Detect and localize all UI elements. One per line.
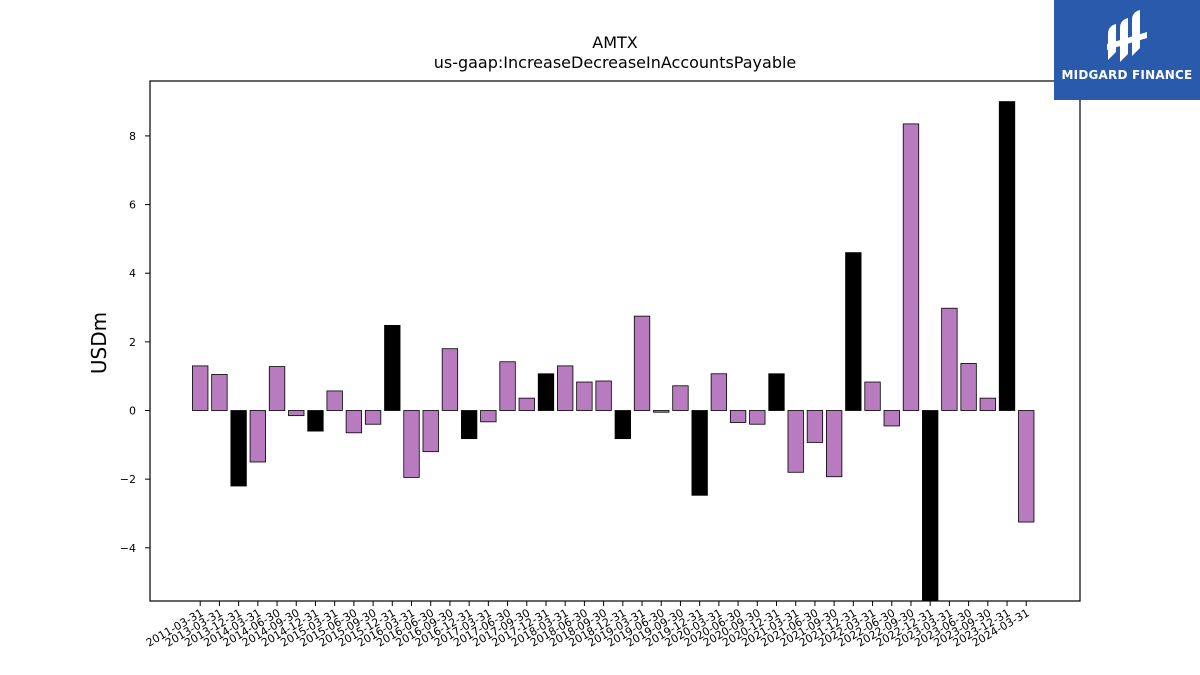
bar	[557, 365, 574, 411]
bar	[825, 410, 843, 478]
bar	[268, 366, 286, 411]
bar	[384, 324, 401, 411]
y-tick-label: −4	[120, 542, 136, 555]
x-axis: 2011-03-312013-03-312013-12-312014-03-31…	[144, 601, 1032, 650]
bar	[922, 410, 939, 602]
bar	[307, 410, 324, 432]
bar	[460, 410, 478, 440]
bar	[691, 410, 708, 496]
bar	[806, 410, 824, 443]
y-tick-label: 2	[129, 336, 136, 349]
midgard-logo-icon	[1107, 10, 1147, 62]
bar	[480, 410, 497, 423]
brand-logo: MIDGARD FINANCE	[1054, 0, 1200, 100]
bar	[576, 381, 593, 411]
bar	[403, 410, 420, 478]
y-tick-label: −2	[120, 473, 136, 486]
plot-frame	[149, 80, 1081, 602]
bar	[345, 410, 363, 434]
bar	[787, 410, 804, 473]
bar	[960, 363, 977, 411]
bar	[1018, 410, 1035, 523]
y-tick-label: 8	[129, 130, 136, 143]
bar	[864, 381, 881, 411]
bar	[211, 374, 228, 411]
chart-title: AMTX	[592, 33, 638, 52]
bar	[998, 101, 1016, 411]
brand-name: MIDGARD FINANCE	[1061, 68, 1193, 82]
bar	[499, 361, 516, 411]
bar	[326, 390, 343, 411]
bar	[883, 410, 900, 427]
bar	[192, 365, 209, 411]
bar	[768, 373, 785, 411]
bar	[441, 348, 459, 411]
bar	[749, 410, 766, 425]
y-tick-label: 4	[129, 267, 136, 280]
y-tick-label: 6	[129, 199, 136, 212]
bars-group	[192, 101, 1035, 602]
bar	[364, 410, 382, 425]
bar	[902, 123, 920, 411]
y-tick-label: 0	[129, 405, 136, 418]
bar	[979, 397, 996, 411]
bar	[249, 410, 266, 463]
y-axis-label: USDm	[87, 312, 111, 374]
chart-subtitle: us-gaap:IncreaseDecreaseInAccountsPayabl…	[434, 53, 797, 72]
bar	[614, 410, 631, 440]
bar	[710, 373, 728, 411]
bar	[537, 373, 555, 411]
bar	[845, 252, 862, 411]
bar	[941, 307, 958, 411]
bar	[518, 397, 535, 411]
bar	[595, 380, 612, 411]
y-axis: −4 −2 0 2 4 6 8	[120, 130, 150, 555]
bar	[653, 410, 670, 413]
bar	[422, 410, 439, 453]
bar	[729, 410, 747, 423]
bar	[288, 410, 305, 417]
bar	[230, 410, 247, 487]
bar	[672, 385, 689, 411]
bar	[633, 315, 651, 411]
